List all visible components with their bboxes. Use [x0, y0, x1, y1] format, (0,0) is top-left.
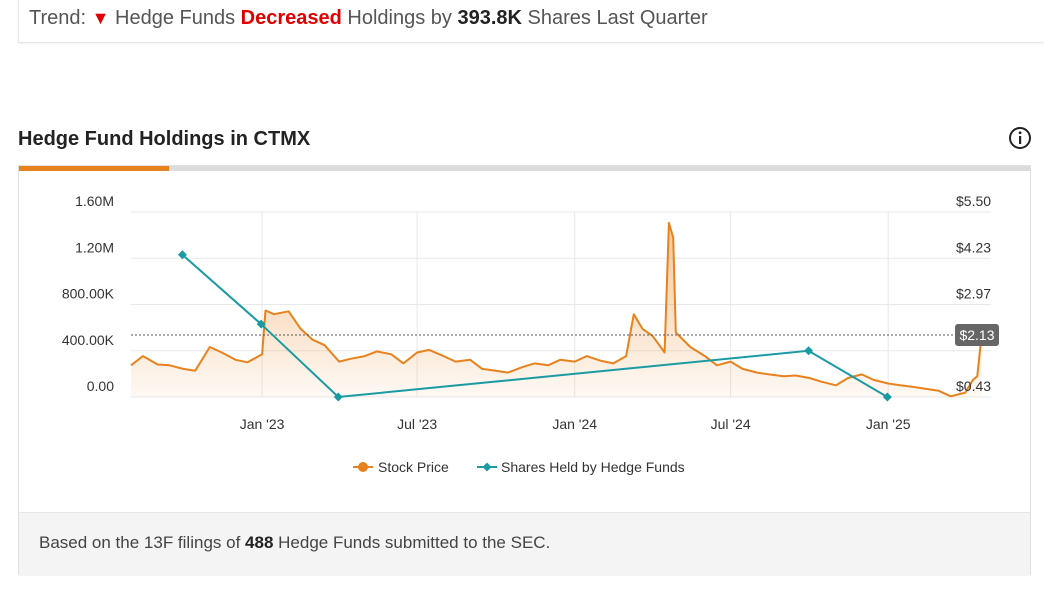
- legend-item-stock-price: Stock Price: [353, 459, 449, 475]
- right-tick-label: $5.50: [956, 193, 991, 209]
- stock-price-area: [131, 222, 982, 397]
- holdings-layer: [177, 250, 892, 402]
- axis-layer: 0.00 400.00K 800.00K 1.20M 1.60M $0.43 $2.97 $4…: [62, 193, 991, 432]
- trend-banner: Trend: ▼ Hedge Funds Decreased Holdings …: [18, 0, 1044, 43]
- x-tick-label: Jul '23: [397, 416, 437, 432]
- left-tick-label: 800.00K: [62, 286, 115, 302]
- x-tick-label: Jul '24: [711, 416, 751, 432]
- holdings-point: [333, 392, 343, 402]
- left-tick-label: 1.60M: [75, 193, 114, 209]
- holdings-point: [882, 392, 892, 402]
- right-tick-label: $2.97: [956, 286, 991, 302]
- x-tick-label: Jan '23: [240, 416, 285, 432]
- trend-direction: Decreased: [240, 7, 342, 29]
- right-tick-label: $0.43: [956, 378, 991, 394]
- left-tick-label: 1.20M: [75, 239, 114, 255]
- legend-label-stock-price: Stock Price: [378, 459, 449, 475]
- trend-amount: 393.8K: [457, 7, 522, 29]
- trend-middle: Holdings by: [347, 7, 452, 29]
- section-title: Hedge Fund Holdings in CTMX: [18, 128, 311, 150]
- footer-prefix: Based on the 13F filings of: [39, 533, 241, 552]
- holdings-point: [177, 250, 187, 260]
- left-tick-label: 0.00: [87, 378, 114, 394]
- price-layer: $2.13: [130, 221, 999, 398]
- stock-price-line: [130, 221, 983, 398]
- fund-count: 488: [245, 533, 274, 552]
- legend-label-holdings: Shares Held by Hedge Funds: [501, 459, 685, 475]
- footer-suffix: Hedge Funds submitted to the SEC.: [278, 533, 551, 552]
- legend-layer: Stock Price Shares Held by Hedge Funds: [353, 459, 685, 475]
- tab-bar: [19, 166, 1030, 171]
- footer: Based on the 13F filings of 488 Hedge Fu…: [19, 512, 1030, 576]
- footer-text: Based on the 13F filings of 488 Hedge Fu…: [39, 533, 550, 553]
- right-tick-label: $4.23: [956, 239, 991, 255]
- x-tick-label: Jan '24: [552, 416, 597, 432]
- down-arrow-icon: ▼: [91, 8, 110, 28]
- trend-text: Trend: ▼ Hedge Funds Decreased Holdings …: [29, 7, 708, 30]
- legend-swatch-marker: [358, 462, 368, 472]
- legend-swatch-marker: [482, 462, 492, 472]
- chart-card: $2.13 0.00 400.00K 800.00K 1.20M 1.60M $0.43 $…: [18, 165, 1031, 576]
- left-tick-label: 400.00K: [62, 332, 115, 348]
- holdings-point: [256, 319, 266, 329]
- legend-item-holdings: Shares Held by Hedge Funds: [477, 459, 685, 475]
- x-tick-label: Jan '25: [866, 416, 911, 432]
- trend-label: Trend:: [29, 7, 87, 29]
- trend-suffix: Shares Last Quarter: [527, 7, 708, 29]
- trend-prefix: Hedge Funds: [115, 7, 236, 29]
- info-icon[interactable]: [1008, 126, 1032, 150]
- holdings-point: [804, 346, 814, 356]
- current-price-badge: [955, 323, 999, 346]
- current-price-label: $2.13: [959, 327, 994, 343]
- tab-indicator-active[interactable]: [19, 166, 169, 171]
